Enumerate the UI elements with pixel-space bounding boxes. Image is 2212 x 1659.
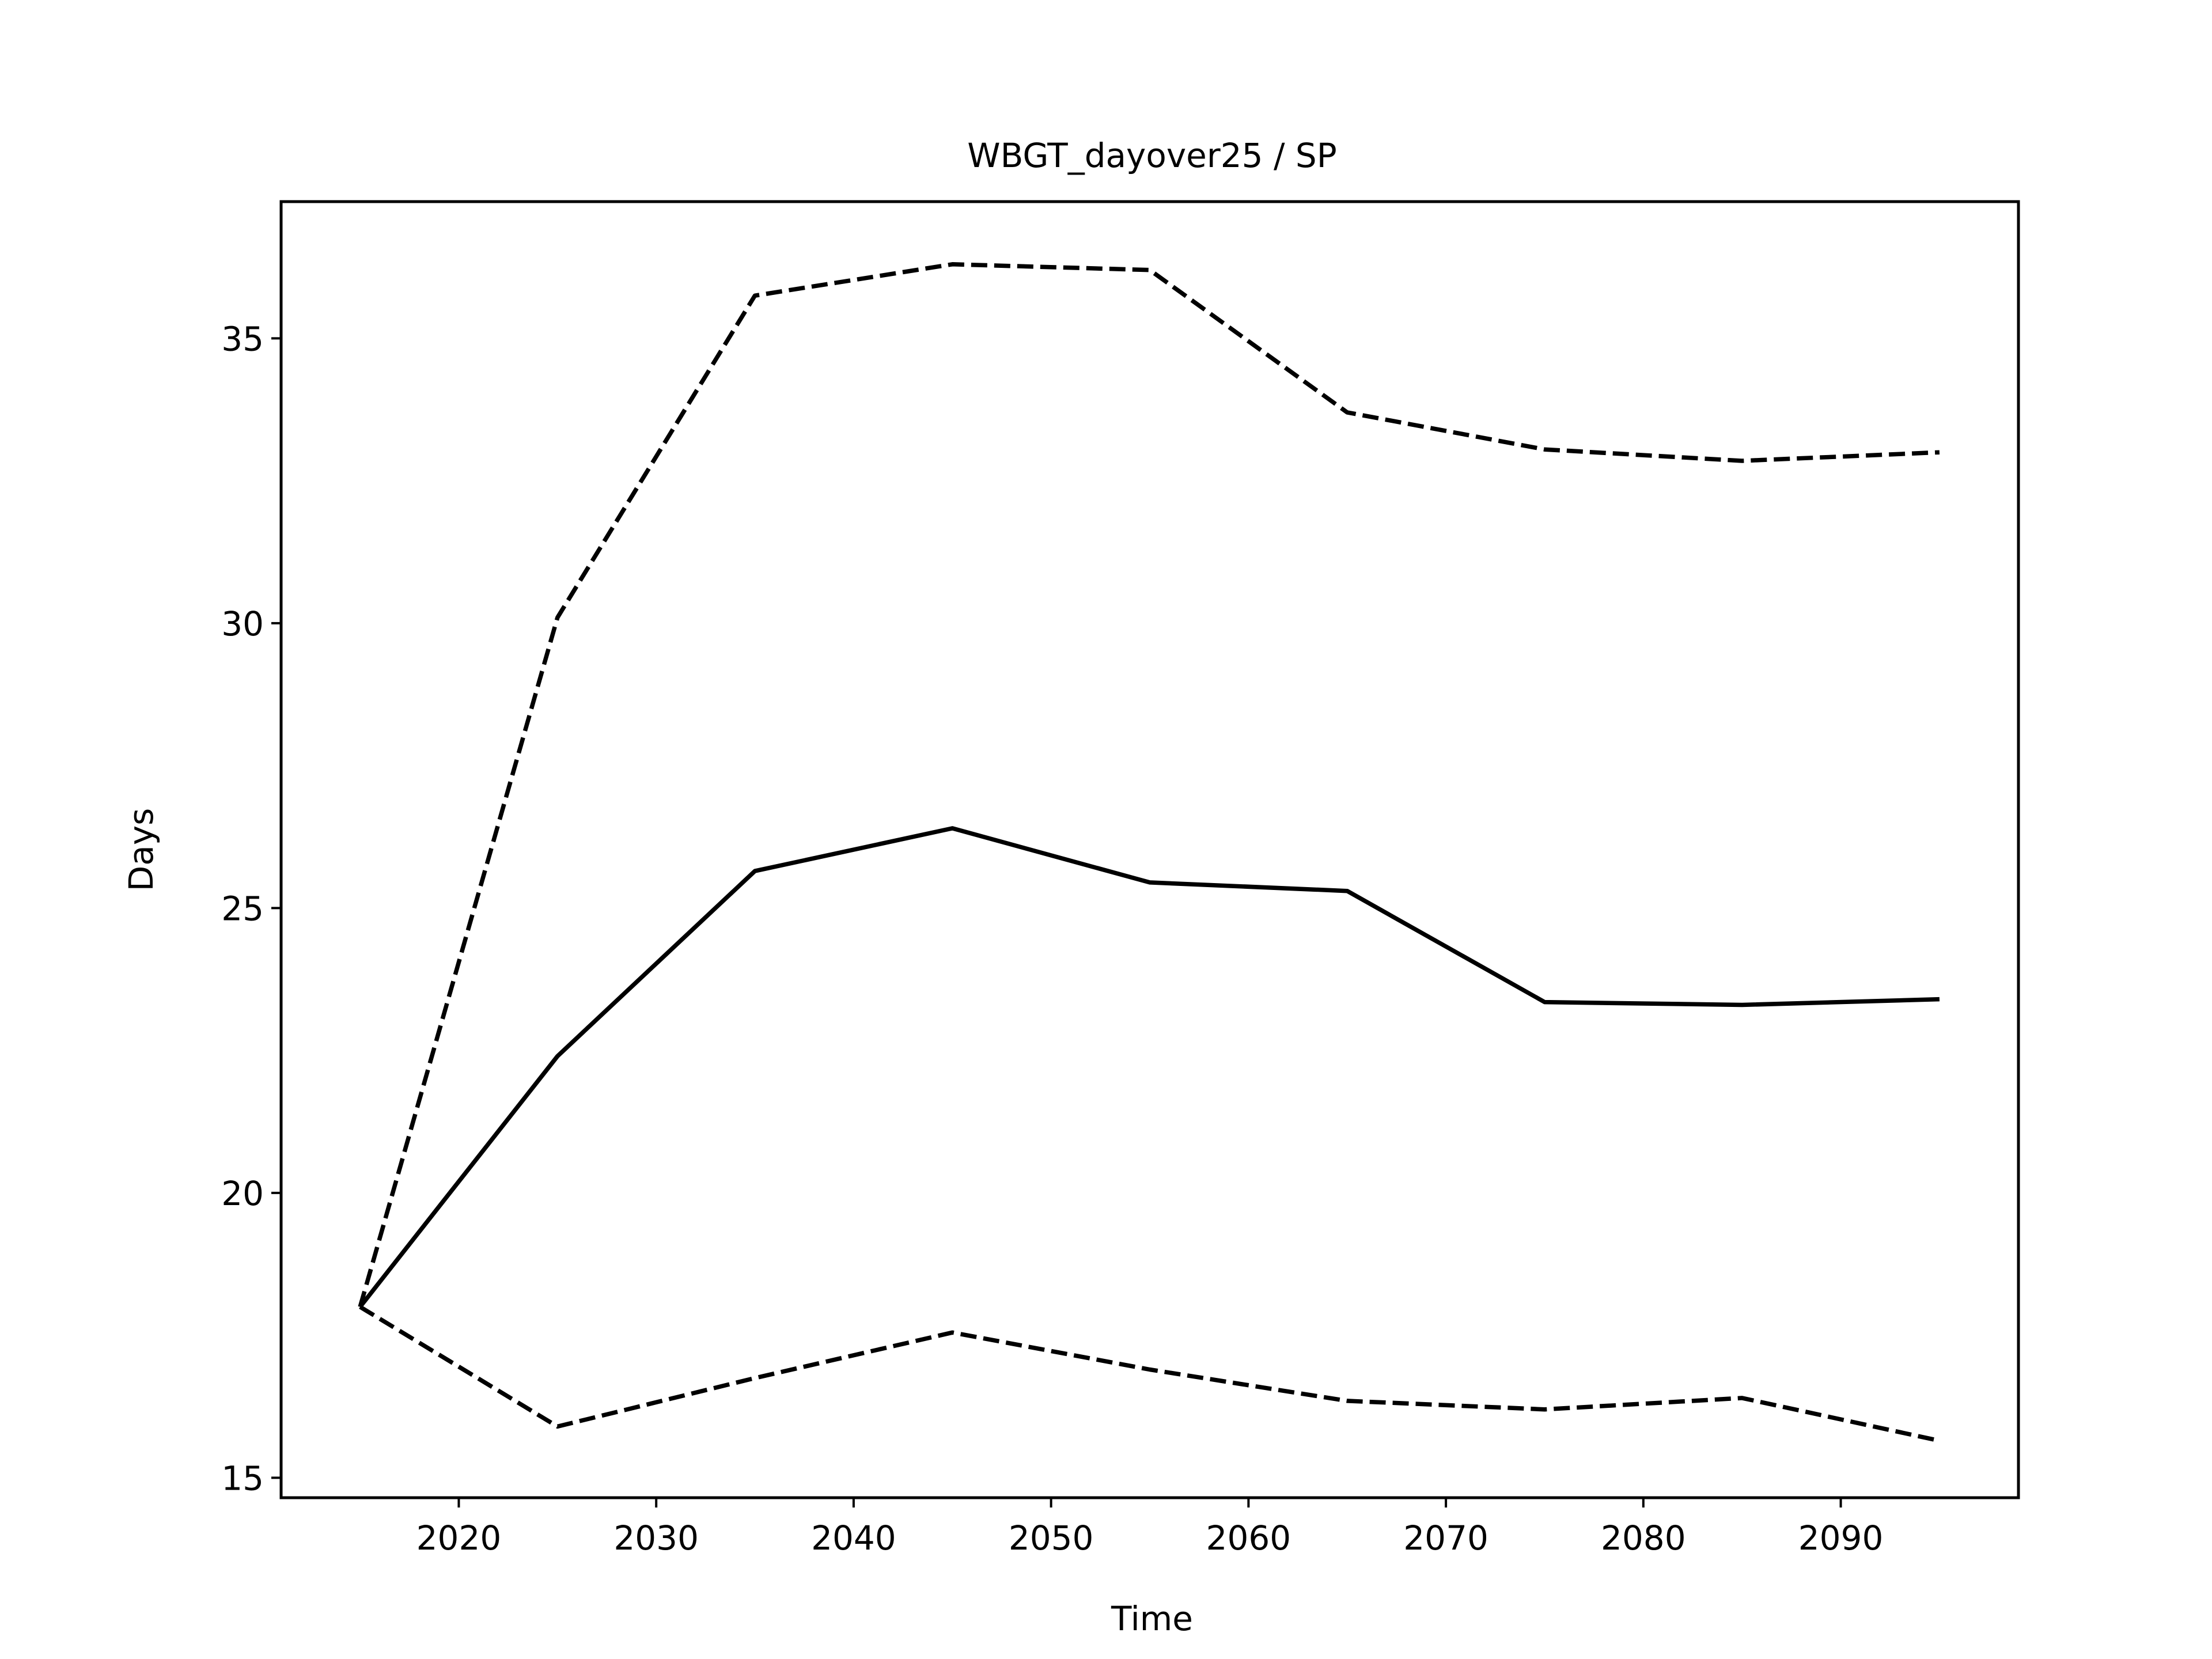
x-tick-label: 2020 <box>416 1518 502 1558</box>
x-tick-label: 2080 <box>1601 1518 1686 1558</box>
series-line-3-dashed <box>359 1305 1940 1443</box>
x-tick-label: 2070 <box>1403 1518 1488 1558</box>
x-tick-label: 2060 <box>1206 1518 1291 1558</box>
y-axis-ticks: 15 20 25 30 35 <box>221 319 281 1498</box>
chart-title: WBGT_dayover25 / SP <box>967 136 1336 175</box>
axes-frame <box>279 200 2020 1499</box>
series-line-2-solid <box>358 826 1940 1309</box>
y-tick-label: 35 <box>221 319 264 358</box>
x-axis-label: Time <box>1111 1599 1193 1638</box>
y-axis-label: Days <box>122 808 161 892</box>
x-axis-ticks: 2020 2030 2040 2050 2060 2070 2080 2090 <box>416 1498 1884 1558</box>
x-tick-label: 2090 <box>1798 1518 1884 1558</box>
y-tick-label: 25 <box>221 889 264 928</box>
y-tick-label: 30 <box>221 604 264 643</box>
series-line-1-dashed <box>358 262 1940 1308</box>
x-tick-label: 2040 <box>811 1518 896 1558</box>
x-tick-label: 2030 <box>613 1518 699 1558</box>
y-tick-label: 15 <box>221 1459 264 1498</box>
y-tick-label: 20 <box>221 1174 264 1213</box>
plot-area <box>358 262 1940 1443</box>
x-tick-label: 2050 <box>1009 1518 1094 1558</box>
